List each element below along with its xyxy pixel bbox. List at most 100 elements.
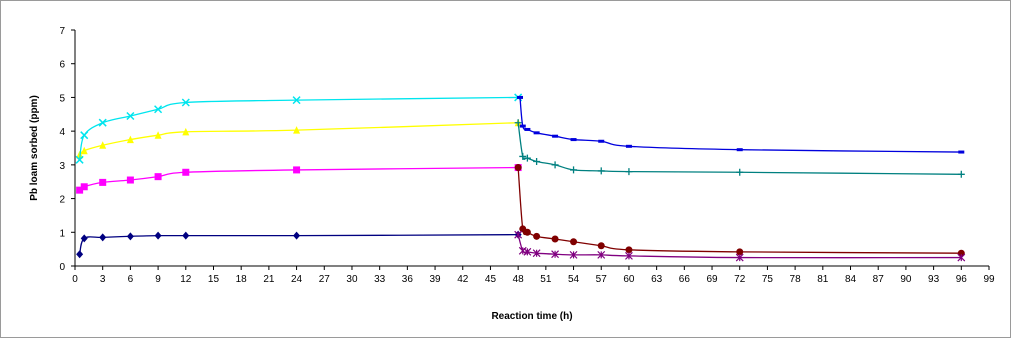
series-7 <box>514 164 965 257</box>
series-5 <box>516 95 965 154</box>
x-tick-label: 96 <box>956 274 968 285</box>
data-point <box>182 127 190 136</box>
x-tick-label: 57 <box>596 274 608 285</box>
x-tick-label: 6 <box>128 274 134 285</box>
data-point <box>80 131 89 140</box>
data-point <box>519 124 526 128</box>
x-tick-label: 21 <box>263 274 275 285</box>
data-point <box>597 242 605 250</box>
data-point <box>516 95 523 99</box>
data-point <box>514 119 522 127</box>
data-point <box>570 238 578 246</box>
data-point <box>126 232 134 241</box>
data-point <box>532 249 541 258</box>
x-tick-label: 3 <box>100 274 106 285</box>
data-point <box>958 150 965 154</box>
x-tick-label: 36 <box>402 274 414 285</box>
data-point <box>292 96 301 105</box>
data-point <box>126 176 134 184</box>
x-tick-label: 33 <box>374 274 386 285</box>
data-point <box>293 166 301 174</box>
data-point <box>625 168 633 176</box>
x-tick-label: 9 <box>155 274 161 285</box>
data-point <box>533 131 540 135</box>
series-line <box>517 167 962 254</box>
x-tick-label: 48 <box>513 274 525 285</box>
series-line <box>79 122 519 156</box>
data-point <box>625 251 633 260</box>
x-tick-label: 63 <box>651 274 663 285</box>
data-point <box>76 186 84 194</box>
data-point <box>523 228 531 236</box>
data-point <box>154 231 162 240</box>
y-tick-label: 7 <box>59 26 65 37</box>
data-point <box>569 250 578 259</box>
data-point <box>514 164 522 172</box>
x-tick-label: 54 <box>568 274 580 285</box>
data-point <box>293 231 301 240</box>
data-point <box>154 131 162 139</box>
y-tick-label: 6 <box>59 60 65 71</box>
series-2 <box>76 164 522 194</box>
data-point <box>523 247 532 256</box>
data-point <box>80 183 88 191</box>
data-point <box>736 168 744 176</box>
data-point <box>80 234 88 243</box>
data-point <box>735 253 744 262</box>
series-4 <box>75 93 523 164</box>
data-point <box>523 154 531 162</box>
x-tick-label: 87 <box>873 274 885 285</box>
data-point <box>519 152 527 160</box>
data-point <box>551 250 560 259</box>
data-point <box>597 250 606 259</box>
x-tick-label: 30 <box>346 274 358 285</box>
x-axis-title: Reaction time (h) <box>491 311 572 322</box>
x-tick-label: 99 <box>983 274 995 285</box>
data-point <box>957 170 965 178</box>
data-point <box>551 235 559 243</box>
data-point <box>154 173 162 181</box>
data-point <box>598 139 605 143</box>
data-point <box>154 105 163 114</box>
data-point <box>76 250 84 259</box>
x-tick-label: 18 <box>236 274 248 285</box>
data-point <box>597 167 605 175</box>
x-tick-label: 45 <box>485 274 497 285</box>
data-point <box>736 248 744 256</box>
x-tick-label: 84 <box>845 274 857 285</box>
data-point <box>957 249 965 257</box>
series-1 <box>76 230 522 259</box>
data-point <box>182 168 190 176</box>
data-point <box>182 231 190 240</box>
x-tick-label: 42 <box>457 274 469 285</box>
data-point <box>80 146 88 155</box>
x-tick-label: 90 <box>900 274 912 285</box>
data-point <box>570 166 578 174</box>
data-point <box>533 232 541 240</box>
data-point <box>524 127 531 131</box>
x-tick-label: 81 <box>817 274 829 285</box>
y-tick-label: 1 <box>59 228 65 239</box>
y-tick-label: 4 <box>59 127 65 138</box>
x-tick-label: 69 <box>706 274 718 285</box>
data-point <box>293 126 301 134</box>
series-8 <box>514 230 966 262</box>
data-point <box>736 148 743 152</box>
data-point <box>533 157 541 165</box>
y-axis-title: Pb loam sorbed (ppm) <box>29 95 40 201</box>
x-tick-label: 66 <box>679 274 691 285</box>
x-tick-label: 24 <box>291 274 303 285</box>
x-tick-label: 27 <box>319 274 331 285</box>
data-point <box>75 155 84 164</box>
data-point <box>570 138 577 142</box>
data-point <box>957 253 966 262</box>
data-point <box>99 233 107 242</box>
data-point <box>551 161 559 169</box>
data-point <box>181 98 190 107</box>
series-line <box>519 97 962 153</box>
x-tick-label: 15 <box>208 274 220 285</box>
y-tick-label: 3 <box>59 161 65 172</box>
data-point <box>518 246 527 255</box>
